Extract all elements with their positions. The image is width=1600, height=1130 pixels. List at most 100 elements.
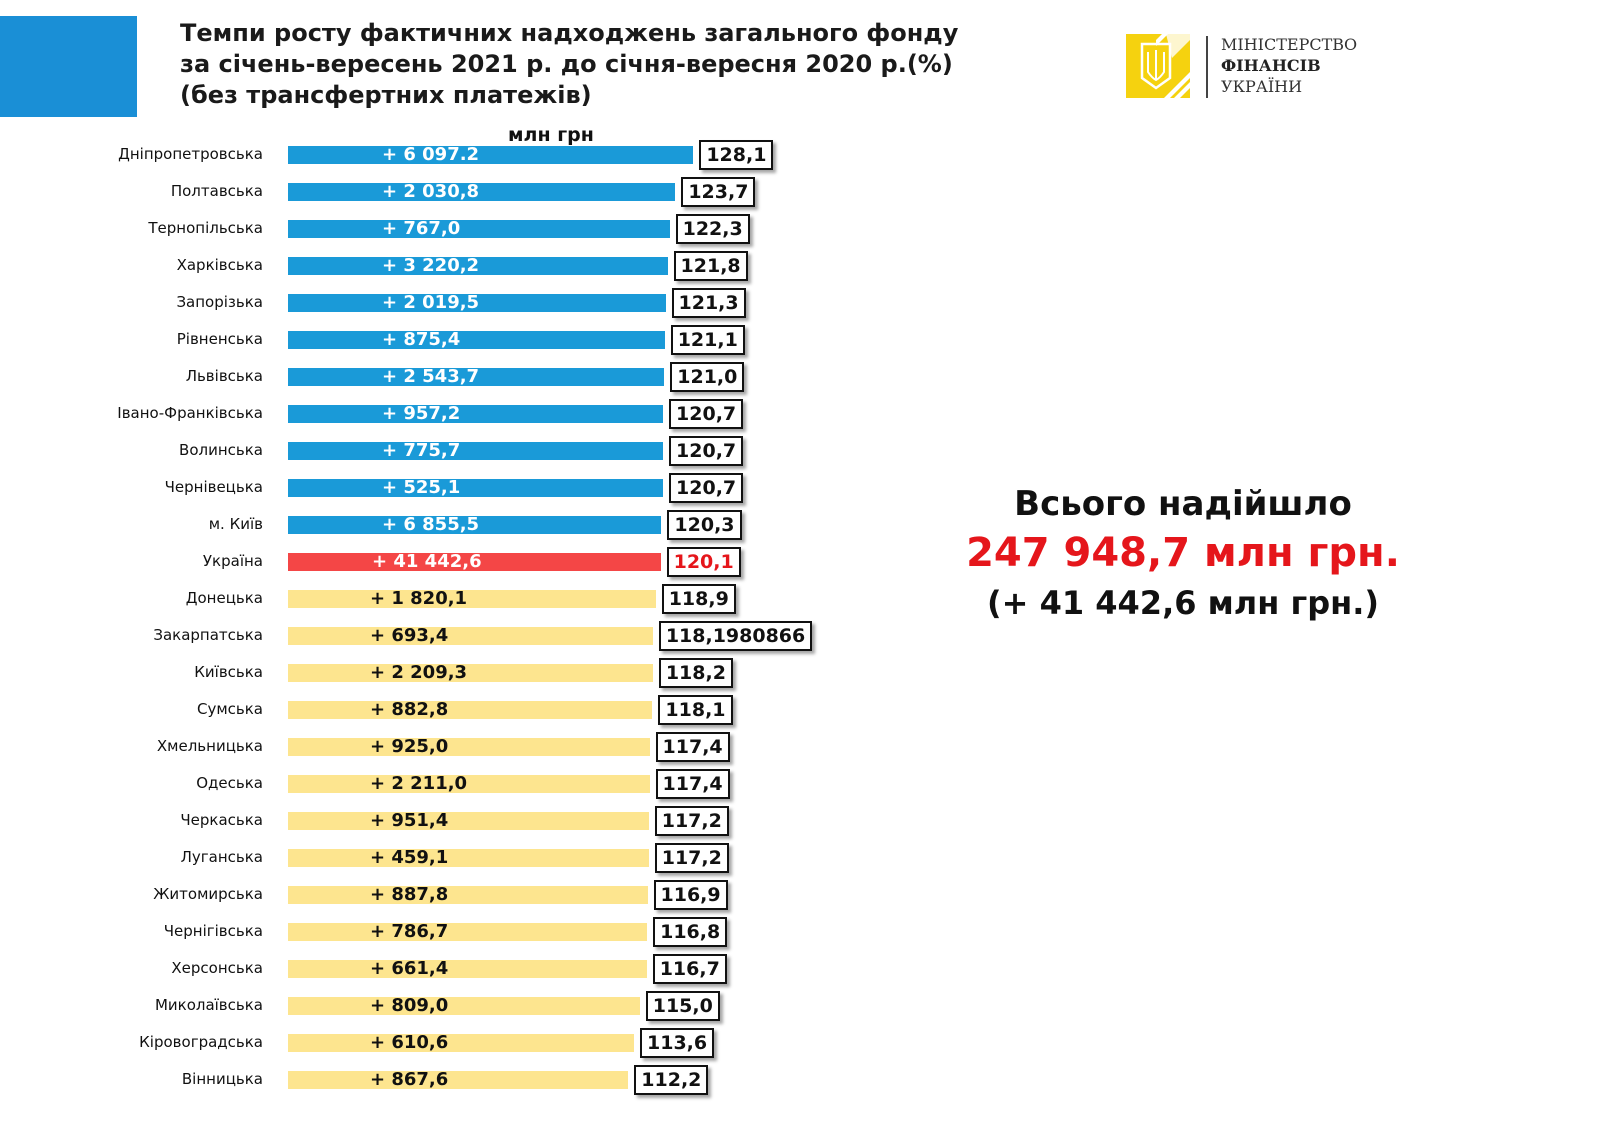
increase-label: + 887,8: [370, 884, 449, 905]
growth-value-label: 116,9: [653, 880, 728, 910]
category-label: Львівська: [185, 367, 263, 385]
unit-label: млн грн: [508, 124, 594, 146]
logo-line-2: ФІНАНСІВ: [1221, 56, 1321, 75]
bar-above: [288, 331, 665, 349]
category-label: Чернівецька: [164, 478, 263, 496]
category-label: Черкаська: [180, 811, 263, 829]
category-label: Харківська: [176, 256, 263, 274]
increase-label: + 767,0: [382, 218, 461, 239]
increase-label: + 610,6: [370, 1032, 449, 1053]
bar-above: [288, 183, 676, 201]
bar-above: [288, 257, 668, 275]
bar-above: [288, 405, 664, 423]
bar-above: [288, 294, 666, 312]
bar-above: [288, 368, 665, 386]
increase-label: + 951,4: [370, 810, 449, 831]
summary-increase: (+ 41 442,6 млн грн.): [987, 584, 1379, 622]
category-label: м. Київ: [208, 515, 263, 533]
increase-label: + 875,4: [382, 329, 461, 350]
bar-above: [288, 146, 694, 164]
category-label: Луганська: [180, 848, 263, 866]
growth-value-label: 112,2: [634, 1065, 709, 1095]
bar-below: [288, 738, 650, 756]
increase-label: + 459,1: [370, 847, 449, 868]
growth-value-label: 117,2: [654, 843, 729, 873]
bar-below: [288, 997, 640, 1015]
chart-title: Темпи росту фактичних надходжень загальн…: [180, 18, 958, 111]
increase-label: + 786,7: [370, 921, 449, 942]
increase-label: + 3 220,2: [382, 255, 480, 276]
growth-value-label: 120,3: [667, 510, 742, 540]
trident-emblem-icon: [1126, 34, 1190, 98]
increase-label: + 41 442,6: [372, 551, 482, 572]
category-label: Полтавська: [170, 182, 263, 200]
increase-label: + 925,0: [370, 736, 449, 757]
increase-label: + 525,1: [382, 477, 461, 498]
bar-above: [288, 442, 664, 460]
increase-label: + 2 209,3: [370, 662, 468, 683]
category-label: Кіровоградська: [139, 1033, 263, 1051]
increase-label: + 957,2: [382, 403, 461, 424]
increase-label: + 2 543,7: [382, 366, 480, 387]
growth-value-label: 121,1: [670, 325, 745, 355]
title-line-3: (без трансфертних платежів): [180, 81, 592, 109]
category-label: Одеська: [196, 774, 263, 792]
growth-value-label: 121,0: [670, 362, 745, 392]
logo-line-1: МІНІСТЕРСТВО: [1221, 35, 1358, 54]
bar-below: [288, 886, 648, 904]
category-label: Донецька: [185, 589, 263, 607]
bar-below: [288, 627, 653, 645]
bar-below: [288, 1034, 634, 1052]
logo-text: МІНІСТЕРСТВО ФІНАНСІВ УКРАЇНИ: [1221, 34, 1357, 97]
category-label: Івано-Франківська: [117, 404, 263, 422]
growth-value-label: 117,4: [655, 769, 730, 799]
logo-divider: [1206, 36, 1208, 98]
growth-value-label: 123,7: [681, 177, 756, 207]
growth-value-label: 121,3: [671, 288, 746, 318]
category-label: Рівненська: [176, 330, 263, 348]
bar-above: [288, 479, 664, 497]
increase-label: + 809,0: [370, 995, 449, 1016]
category-label: Житомирська: [153, 885, 263, 903]
growth-value-label: 117,4: [655, 732, 730, 762]
growth-value-label: 116,7: [652, 954, 727, 984]
category-label: Чернігівська: [163, 922, 263, 940]
growth-value-label: 120,7: [669, 473, 744, 503]
header-accent-block: [0, 16, 137, 117]
bar-above: [288, 220, 670, 238]
category-label: Волинська: [179, 441, 263, 459]
increase-label: + 882,8: [370, 699, 449, 720]
category-label: Миколаївська: [154, 996, 263, 1014]
growth-value-label: 113,6: [640, 1028, 715, 1058]
bar-below: [288, 664, 653, 682]
growth-value-label: 118,9: [661, 584, 736, 614]
growth-value-label: 118,1: [658, 695, 733, 725]
growth-value-label: 120,7: [669, 436, 744, 466]
growth-value-label: 117,2: [654, 806, 729, 836]
growth-value-label: 116,8: [653, 917, 728, 947]
growth-value-label: 118,2: [658, 658, 733, 688]
bar-below: [288, 812, 649, 830]
bar-above: [288, 516, 662, 534]
growth-value-label: 128,1: [699, 140, 774, 170]
increase-label: + 867,6: [370, 1069, 449, 1090]
growth-value-label: 120,1: [666, 547, 741, 577]
category-label: Запорізька: [176, 293, 263, 311]
category-label: Україна: [202, 552, 263, 570]
bar-ukraine: [288, 553, 661, 571]
category-label: Херсонська: [171, 959, 263, 977]
bar-below: [288, 923, 648, 941]
bar-below: [288, 775, 650, 793]
category-label: Хмельницька: [156, 737, 263, 755]
growth-value-label: 121,8: [673, 251, 748, 281]
category-label: Дніпропетровська: [118, 145, 263, 163]
bar-below: [288, 849, 649, 867]
category-label: Сумська: [196, 700, 263, 718]
title-line-1: Темпи росту фактичних надходжень загальн…: [180, 19, 959, 47]
ministry-logo: МІНІСТЕРСТВО ФІНАНСІВ УКРАЇНИ: [1126, 34, 1366, 104]
category-label: Закарпатська: [153, 626, 263, 644]
bar-below: [288, 590, 656, 608]
category-label: Вінницька: [181, 1070, 263, 1088]
increase-label: + 6 097.2: [382, 144, 480, 165]
growth-value-label: 115,0: [645, 991, 720, 1021]
